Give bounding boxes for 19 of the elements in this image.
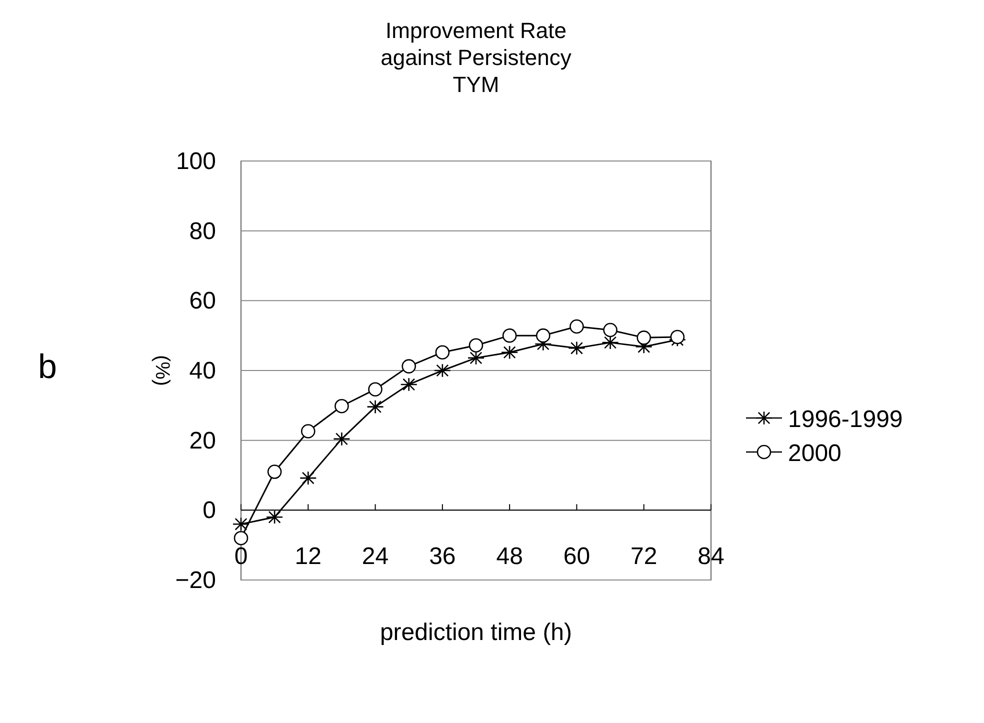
legend-label: 1996-1999 [788, 406, 903, 433]
y-tick-label: 100 [176, 148, 216, 175]
text: b [38, 348, 57, 386]
y-axis-title: (%) [151, 354, 173, 386]
legend-label: 2000 [788, 440, 842, 467]
y-tick-label: 20 [189, 427, 216, 454]
x-tick-label: 12 [294, 543, 322, 570]
y-tick-label: 60 [189, 288, 216, 315]
x-tick-label: 36 [429, 543, 456, 570]
y-tick-label: 40 [189, 358, 216, 384]
y-tick-label: 80 [189, 218, 216, 245]
chart-title: Improvement Rate against Persistency TYM [380, 18, 572, 97]
x-axis-title: prediction time (h) [380, 619, 572, 646]
y-tick-label: −20 [175, 567, 216, 594]
x-tick-label: 24 [362, 543, 389, 570]
x-tick-label: 60 [563, 543, 590, 570]
x-tick-label: 48 [496, 543, 523, 570]
y-tick-label: 0 [202, 497, 216, 524]
x-tick-label: 72 [630, 543, 658, 570]
